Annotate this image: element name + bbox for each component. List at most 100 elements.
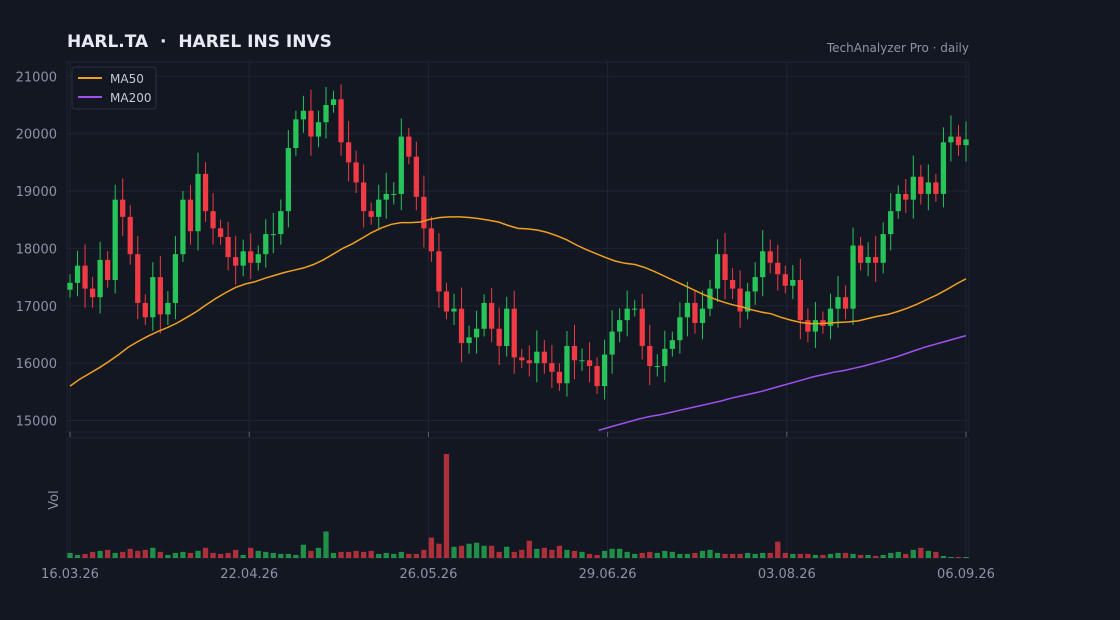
volume-bar [406,553,412,558]
volume-bar [820,554,826,558]
candle-body [225,236,231,258]
y-tick-label: 17000 [16,300,57,315]
x-tick-label: 26.05.26 [399,567,457,582]
candle-body [662,348,668,367]
data-source-label: TechAnalyzer Pro · daily [826,41,969,55]
volume-bar [413,553,419,558]
volume-bar [842,552,849,558]
volume-bar [361,551,367,558]
x-tick-label: 06.09.26 [937,567,995,582]
volume-bar [195,550,201,558]
volume-bar [383,552,389,558]
volume-bar [436,543,442,558]
candle-body [729,279,736,289]
y-tick-label: 15000 [16,415,57,430]
candle-body [187,199,194,232]
candle-body [790,279,796,286]
x-axis-labels: 16.03.26 22.04.26 26.05.26 29.06.26 03.08.26… [41,567,995,582]
volume-bar [760,552,766,558]
candle-body [775,262,781,275]
candle-body [82,265,88,289]
candle-body [202,173,209,212]
volume-bar [752,553,758,558]
candle-body [398,136,404,194]
volume-bar [391,553,397,558]
candle-body [308,110,314,137]
volume-bar [451,546,457,558]
volume-bar [278,553,284,558]
y-tick-label: 16000 [16,357,57,372]
candle-body [315,122,322,137]
volume-bar [180,551,186,558]
volume-bar [948,556,954,558]
candle-body [873,257,879,263]
volume-bar [255,550,261,558]
candle-body [948,136,954,143]
volume-bar [534,548,540,558]
candle-body [97,259,103,298]
volume-bar [549,549,555,558]
candle-body [489,302,495,329]
volume-bar [850,553,856,558]
candle-body [278,211,284,235]
chart-title: HARL.TA · HAREL INS INVS [67,32,332,52]
candle-body [842,297,849,309]
candle-body [760,251,766,278]
volume-bar [729,553,736,558]
volume-bar [368,550,374,558]
volume-bar [541,547,547,558]
volume-bar [315,547,322,558]
volume-bar [202,547,209,558]
candle-body [248,251,254,263]
candle-body [67,282,73,290]
candle-body [714,254,721,289]
volume-bar [647,551,653,558]
candle-body [421,196,427,229]
candle-body [797,279,803,321]
volume-bar [775,541,781,558]
candle-body [526,360,532,364]
volume-bar [105,549,111,558]
volume-bar [466,543,472,558]
candle-body [473,328,480,338]
candles [67,84,969,400]
volume-bar [323,531,329,558]
volume-bar [89,551,96,558]
volume-bar [895,551,901,558]
candle-body [699,308,706,324]
volume-bar [933,551,939,558]
volume-bar [217,553,224,558]
volume-bar [519,549,525,558]
volume-bar [248,547,254,558]
y-tick-label: 18000 [16,242,57,257]
volume-bar [940,555,947,558]
candle-body [406,136,412,157]
candle-body [511,308,517,358]
volume-bar [398,551,404,558]
candle-body [89,288,96,298]
volume-bar [127,548,133,558]
volume-bar [827,553,834,558]
legend: MA50 MA200 [71,66,157,110]
candle-body [127,216,133,255]
volume-bar [677,553,683,558]
volume-bar [142,549,148,558]
candle-body [270,234,276,236]
volume-bar [330,552,337,558]
candle-body [180,199,186,255]
candle-body [263,234,269,255]
candle-body [888,211,894,235]
y-tick-label: 20000 [16,128,57,143]
candle-body [428,228,435,252]
volume-bar [722,553,728,558]
volume-bar [684,553,691,558]
volume-panel [66,437,970,559]
volume-bar [556,545,563,558]
x-tick-label: 16.03.26 [41,567,99,582]
volume-bar [293,554,299,558]
candle-body [609,331,615,355]
candle-body [782,274,788,286]
volume-bar [797,553,803,558]
candle-body [647,345,653,367]
volume-bar [74,554,81,558]
